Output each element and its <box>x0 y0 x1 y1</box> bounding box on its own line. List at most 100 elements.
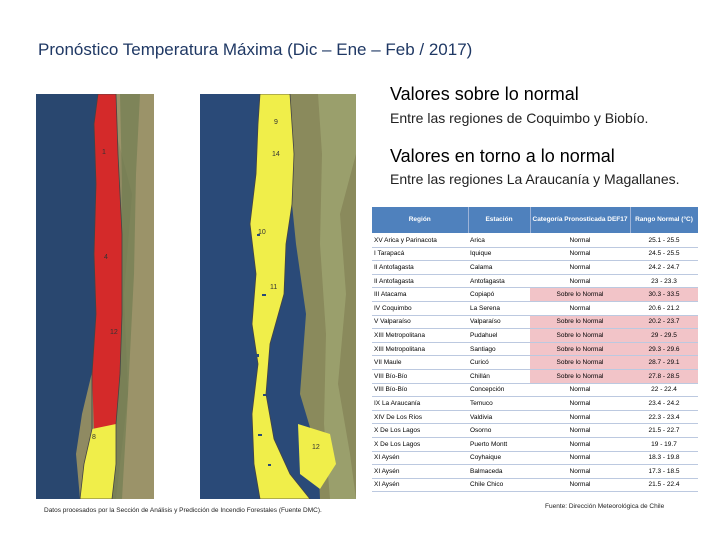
cell-region: IX La Araucanía <box>372 396 468 411</box>
cell-station: Antofagasta <box>468 274 530 289</box>
table-row: XV Arica y Parinacota Arica Normal 25.1 - 2… <box>372 233 698 248</box>
header-range: Rango Normal (°C) <box>630 207 698 234</box>
table-row: X De Los Lagos Osorno Normal 21.5 - 22.7 <box>372 423 698 438</box>
cell-station: Concepción <box>468 383 530 398</box>
footer-source-right: Fuente: Dirección Meteorológica de Chile <box>545 503 665 510</box>
cell-station: La Serena <box>468 301 530 316</box>
cell-category: Sobre lo Normal <box>530 315 630 330</box>
table-row: VIII Bío-Bío Chillán Sobre lo Normal 27.8 -… <box>372 369 698 384</box>
cell-region: XV Arica y Parinacota <box>372 233 468 248</box>
heading-sobre-normal: Valores sobre lo normal <box>390 84 579 104</box>
table-row: V Valparaíso Valparaíso Sobre lo Normal 20.… <box>372 315 698 330</box>
cell-category: Normal <box>530 260 630 275</box>
cell-category: Normal <box>530 247 630 262</box>
table-row: VIII Bío-Bío Concepción Normal 22 - 22.4 <box>372 383 698 398</box>
north-label-4: 8 <box>92 434 96 441</box>
text-torno-normal: Entre las regiones La Araucanía y Magall… <box>390 171 680 187</box>
cell-range: 25.1 - 25.5 <box>630 233 698 248</box>
map-south-chile: 9 14 10 11 12 <box>200 94 356 499</box>
south-label-2: 14 <box>272 151 280 158</box>
cell-range: 27.8 - 28.5 <box>630 369 698 384</box>
table-row: I Tarapacá Iquique Normal 24.5 - 25.5 <box>372 247 698 262</box>
cell-region: XIII Metropolitana <box>372 342 468 357</box>
cell-station: Iquique <box>468 247 530 262</box>
cell-range: 24.5 - 25.5 <box>630 247 698 262</box>
cell-station: Calama <box>468 260 530 275</box>
cell-station: Copiapó <box>468 287 530 302</box>
cell-region: II Antofagasta <box>372 274 468 289</box>
cell-range: 20.2 - 23.7 <box>630 315 698 330</box>
south-label-5: 12 <box>312 444 320 451</box>
cell-station: Santiago <box>468 342 530 357</box>
cell-station: Temuco <box>468 396 530 411</box>
cell-station: Puerto Montt <box>468 437 530 452</box>
cell-station: Curicó <box>468 355 530 370</box>
cell-category: Sobre lo Normal <box>530 328 630 343</box>
table-header-row: Región Estación Categoría Pronosticada D… <box>372 207 698 234</box>
cell-category: Normal <box>530 451 630 466</box>
north-label-2: 4 <box>104 254 108 261</box>
cell-range: 22.3 - 23.4 <box>630 410 698 425</box>
table-row: XIV De Los Ríos Valdivia Normal 22.3 - 23.4 <box>372 410 698 425</box>
cell-station: Osorno <box>468 423 530 438</box>
footer-note-left: Datos procesados por la Sección de Análi… <box>44 507 322 514</box>
cell-category: Sobre lo Normal <box>530 287 630 302</box>
table-row: XI Aysén Chile Chico Normal 21.5 - 22.4 <box>372 478 698 492</box>
cell-range: 24.2 - 24.7 <box>630 260 698 275</box>
cell-region: XIII Metropolitana <box>372 328 468 343</box>
cell-range: 30.3 - 33.5 <box>630 287 698 302</box>
cell-station: Coyhaique <box>468 451 530 466</box>
cell-station: Balmaceda <box>468 464 530 479</box>
cell-range: 18.3 - 19.8 <box>630 451 698 466</box>
cell-range: 20.6 - 21.2 <box>630 301 698 316</box>
cell-station: Pudahuel <box>468 328 530 343</box>
cell-station: Arica <box>468 233 530 248</box>
south-label-4: 11 <box>270 284 277 291</box>
cell-category: Normal <box>530 396 630 411</box>
header-region: Región <box>372 207 469 234</box>
cell-station: Valdivia <box>468 410 530 425</box>
cell-range: 22 - 22.4 <box>630 383 698 398</box>
cell-region: XIV De Los Ríos <box>372 410 468 425</box>
cell-category: Normal <box>530 383 630 398</box>
cell-region: VIII Bío-Bío <box>372 369 468 384</box>
cell-range: 23.4 - 24.2 <box>630 396 698 411</box>
cell-category: Sobre lo Normal <box>530 342 630 357</box>
cell-region: XI Aysén <box>372 464 468 479</box>
cell-category: Normal <box>530 301 630 316</box>
heading-torno-normal: Valores en torno a lo normal <box>390 146 615 166</box>
cell-range: 21.5 - 22.4 <box>630 478 698 492</box>
cell-category: Normal <box>530 410 630 425</box>
cell-station: Chile Chico <box>468 478 530 492</box>
south-label-3: 10 <box>258 229 266 236</box>
table-row: XIII Metropolitana Santiago Sobre lo Norma… <box>372 342 698 357</box>
cell-region: X De Los Lagos <box>372 423 468 438</box>
header-station: Estación <box>468 207 531 234</box>
table-body: XV Arica y Parinacota Arica Normal 25.1 - 2… <box>372 233 698 492</box>
map-north-chile: 1 4 12 8 <box>36 94 154 499</box>
table-row: II Antofagasta Calama Normal 24.2 - 24.7 <box>372 260 698 275</box>
cell-range: 21.5 - 22.7 <box>630 423 698 438</box>
cell-region: VIII Bío-Bío <box>372 383 468 398</box>
table-row: VII Maule Curicó Sobre lo Normal 28.7 - 29.… <box>372 355 698 370</box>
north-label-3: 12 <box>110 329 118 336</box>
cell-region: V Valparaíso <box>372 315 468 330</box>
south-label-1: 9 <box>274 119 278 126</box>
cell-range: 28.7 - 29.1 <box>630 355 698 370</box>
cell-category: Normal <box>530 274 630 289</box>
cell-category: Normal <box>530 464 630 479</box>
cell-category: Normal <box>530 423 630 438</box>
cell-station: Valparaíso <box>468 315 530 330</box>
cell-region: XI Aysén <box>372 478 468 492</box>
table-row: IV Coquimbo La Serena Normal 20.6 - 21.2 <box>372 301 698 316</box>
cell-range: 19 - 19.7 <box>630 437 698 452</box>
cell-range: 23 - 23.3 <box>630 274 698 289</box>
table-row: XIII Metropolitana Pudahuel Sobre lo Norma… <box>372 328 698 343</box>
table-row: X De Los Lagos Puerto Montt Normal 19 - 19.… <box>372 437 698 452</box>
cell-region: IV Coquimbo <box>372 301 468 316</box>
cell-region: I Tarapacá <box>372 247 468 262</box>
cell-category: Normal <box>530 437 630 452</box>
header-category: Categoría Pronosticada DEF17 <box>530 207 631 234</box>
table-row: XI Aysén Coyhaique Normal 18.3 - 19.8 <box>372 451 698 466</box>
north-label-1: 1 <box>102 149 106 156</box>
